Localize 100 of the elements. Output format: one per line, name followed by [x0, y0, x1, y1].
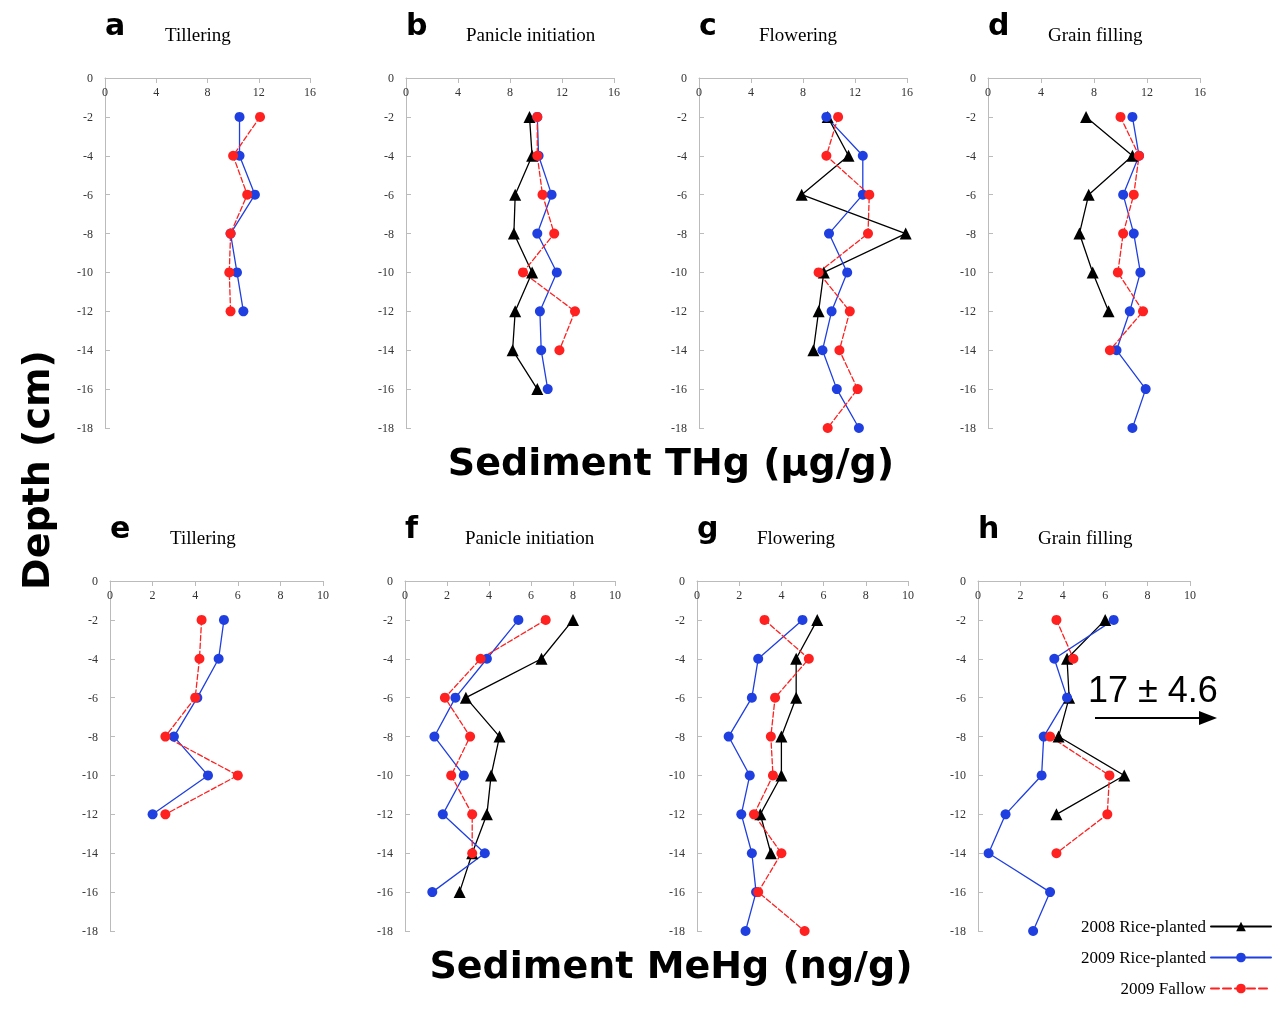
y-tick-label: -8	[384, 226, 394, 241]
x-tick-label: 0	[985, 85, 991, 99]
x-tick-label: 8	[1144, 588, 1151, 602]
y-tick-label: -16	[378, 382, 394, 397]
y-tick-label: -8	[83, 226, 93, 241]
x-tick-label: 6	[528, 588, 534, 602]
legend-label: 2009 Fallow	[1120, 979, 1207, 998]
y-tick-label: -14	[77, 343, 93, 358]
x-tick-label: 2	[736, 588, 743, 602]
y-tick-label: -10	[377, 768, 393, 783]
y-tick-label: -8	[966, 226, 976, 241]
y-tick-label: -16	[950, 885, 966, 900]
y-tick-label: -2	[383, 612, 393, 627]
y-tick-label: -14	[669, 846, 685, 861]
y-tick-label: -4	[384, 148, 394, 163]
y-tick-label: -16	[960, 382, 976, 397]
y-tick-label: -2	[966, 109, 976, 124]
x-tick-label: 2	[1017, 588, 1024, 602]
y-tick-label: -12	[77, 304, 93, 319]
y-tick-label: -4	[83, 148, 93, 163]
x-tick-label: 16	[1194, 85, 1206, 99]
legend-label: 2009 Rice-planted	[1080, 948, 1207, 967]
y-tick-label: -18	[669, 924, 685, 938]
y-tick-label: -10	[82, 768, 98, 783]
y-tick-label: -6	[677, 187, 687, 202]
chart-subtitle: Panicle initiation	[466, 24, 596, 45]
y-tick-label: -8	[956, 729, 966, 744]
x-tick-label: 10	[317, 588, 329, 602]
chart-title: h	[978, 509, 1000, 545]
y-tick-label: -10	[669, 768, 685, 783]
y-tick-label: -2	[677, 109, 687, 124]
x-tick-label: 0	[696, 85, 702, 99]
chart-title: c	[699, 6, 717, 42]
y-tick-label: -10	[671, 265, 687, 280]
y-tick-label: -4	[383, 651, 393, 666]
y-tick-label: -12	[669, 807, 685, 822]
y-tick-label: -6	[384, 187, 394, 202]
x-tick-label: 4	[748, 85, 754, 99]
x-tick-label: 0	[102, 85, 108, 99]
y-tick-label: -18	[77, 421, 93, 435]
y-tick-label: -2	[956, 612, 966, 627]
y-tick-label: -12	[82, 807, 98, 822]
x-tick-label: 2	[444, 588, 450, 602]
x-tick-label: 10	[902, 588, 914, 602]
x-tick-label: 8	[570, 588, 576, 602]
x-tick-label: 12	[1141, 85, 1153, 99]
x-tick-label: 8	[277, 588, 284, 602]
y-tick-label: -8	[675, 729, 685, 744]
x-tick-label: 16	[608, 85, 620, 99]
x-tick-label: 0	[694, 588, 700, 602]
y-tick-label: -6	[83, 187, 93, 202]
x-tick-label: 4	[153, 85, 160, 99]
x-tick-label: 10	[609, 588, 621, 602]
x-tick-label: 10	[1184, 588, 1196, 602]
y-tick-label: -12	[950, 807, 966, 822]
y-tick-label: 0	[679, 574, 685, 588]
y-tick-label: -10	[960, 265, 976, 280]
x-tick-label: 8	[507, 85, 513, 99]
y-tick-label: -6	[383, 690, 393, 705]
chart-title: d	[988, 6, 1010, 42]
y-tick-label: -12	[378, 304, 394, 319]
x-tick-label: 4	[1038, 85, 1044, 99]
y-tick-label: 0	[92, 574, 98, 588]
y-tick-label: -12	[377, 807, 393, 822]
x-tick-label: 6	[234, 588, 241, 602]
x-tick-label: 16	[304, 85, 316, 99]
y-tick-label: -14	[671, 343, 687, 358]
y-tick-label: -16	[77, 382, 93, 397]
y-tick-label: -12	[671, 304, 687, 319]
y-tick-label: -16	[377, 885, 393, 900]
y-tick-label: -18	[82, 924, 98, 938]
y-tick-label: -14	[960, 343, 976, 358]
chart-subtitle: Panicle initiation	[465, 527, 595, 548]
y-tick-label: -8	[88, 729, 98, 744]
y-tick-label: -6	[675, 690, 685, 705]
y-tick-label: -14	[378, 343, 394, 358]
x-tick-label: 4	[486, 588, 492, 602]
x-tick-label: 2	[149, 588, 156, 602]
y-tick-label: -10	[77, 265, 93, 280]
x-tick-label: 4	[1059, 588, 1066, 602]
y-tick-label: -2	[675, 612, 685, 627]
x-tick-label: 16	[901, 85, 913, 99]
y-tick-label: -4	[675, 651, 685, 666]
y-tick-label: -10	[950, 768, 966, 783]
y-tick-label: -2	[83, 109, 93, 124]
x-tick-label: 0	[402, 588, 408, 602]
chart-subtitle: Flowering	[757, 527, 836, 548]
y-tick-label: -8	[677, 226, 687, 241]
x-tick-label: 4	[192, 588, 199, 602]
x-tick-label: 6	[1102, 588, 1109, 602]
x-axis-title: Sediment THg (μg/g)	[447, 440, 895, 484]
x-tick-label: 12	[252, 85, 265, 99]
y-tick-label: -2	[384, 109, 394, 124]
y-tick-label: -6	[88, 690, 98, 705]
chart-subtitle: Grain filling	[1038, 527, 1133, 548]
x-axis-title: Sediment MeHg (ng/g)	[429, 943, 913, 987]
annotation: 17 ± 4.6	[1088, 669, 1218, 711]
y-tick-label: -18	[671, 421, 687, 435]
x-tick-label: 8	[800, 85, 806, 99]
legend-label: 2008 Rice-planted	[1080, 917, 1207, 936]
